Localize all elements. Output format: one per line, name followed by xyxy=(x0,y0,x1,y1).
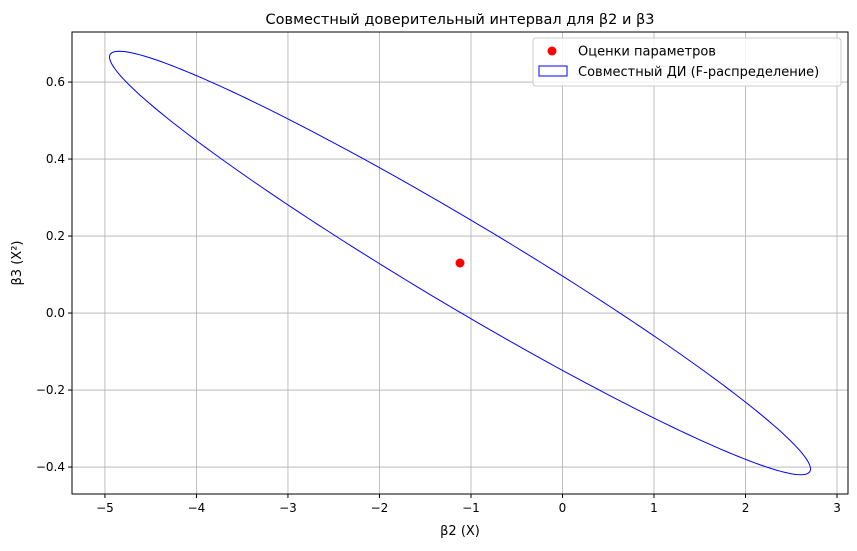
x-tick-label: −5 xyxy=(96,501,114,515)
x-tick-label: −2 xyxy=(371,501,389,515)
ticks: −5 −4 −3 −2 −1 0 1 2 3 −0.4 −0.2 0.0 0.2 0.4 0.6 xyxy=(36,75,841,515)
legend-box xyxy=(532,37,842,87)
estimate-point xyxy=(455,258,465,268)
x-tick-label: 0 xyxy=(559,501,567,515)
legend-label-ellipse: Совместный ДИ (F-распределение) xyxy=(578,65,819,80)
marks xyxy=(109,50,811,476)
y-tick-label: −0.2 xyxy=(36,383,65,397)
legend-marker-point xyxy=(547,46,557,56)
y-tick-label: 0.6 xyxy=(46,75,65,89)
confidence-ellipse xyxy=(109,50,811,476)
y-axis-label: β3 (X²) xyxy=(10,241,25,286)
x-tick-label: 3 xyxy=(833,501,841,515)
y-tick-label: 0.2 xyxy=(46,229,65,243)
y-tick-label: 0.4 xyxy=(46,152,65,166)
legend: Оценки параметров Совместный ДИ (F-распр… xyxy=(532,37,842,87)
legend-marker-ellipse xyxy=(538,65,568,77)
x-tick-label: −4 xyxy=(188,501,206,515)
x-tick-label: 1 xyxy=(650,501,658,515)
chart-title: Совместный доверительный интервал для β2… xyxy=(266,12,655,28)
grid xyxy=(72,32,848,494)
y-tick-label: −0.4 xyxy=(36,460,65,474)
x-tick-label: −3 xyxy=(279,501,297,515)
x-axis-label: β2 (X) xyxy=(440,524,480,539)
x-tick-label: 2 xyxy=(742,501,750,515)
plot-frame xyxy=(71,31,849,495)
x-tick-label: −1 xyxy=(462,501,480,515)
legend-label-point: Оценки параметров xyxy=(578,45,716,60)
y-tick-label: 0.0 xyxy=(46,306,65,320)
